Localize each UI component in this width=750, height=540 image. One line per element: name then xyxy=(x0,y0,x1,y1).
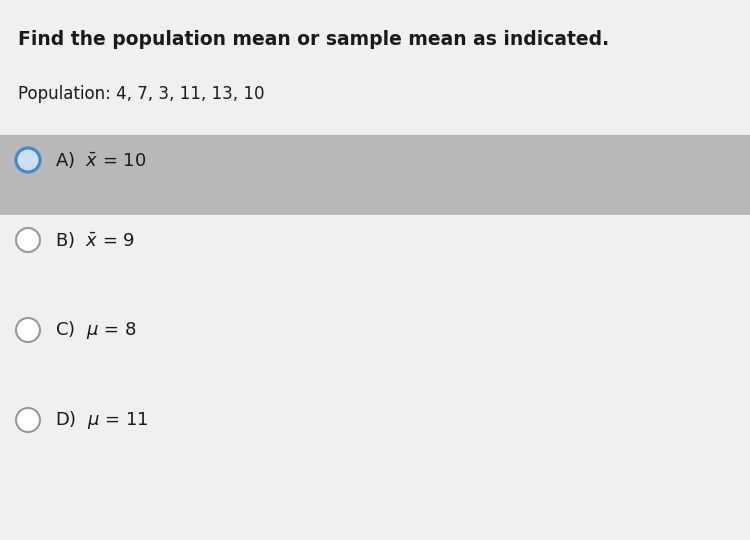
Text: Find the population mean or sample mean as indicated.: Find the population mean or sample mean … xyxy=(18,30,609,49)
FancyBboxPatch shape xyxy=(0,135,750,215)
Text: B)  $\bar{x}$ = 9: B) $\bar{x}$ = 9 xyxy=(55,230,135,250)
Text: C)  $\mu$ = 8: C) $\mu$ = 8 xyxy=(55,319,136,341)
Text: D)  $\mu$ = 11: D) $\mu$ = 11 xyxy=(55,409,148,431)
Circle shape xyxy=(16,148,40,172)
Text: Population: 4, 7, 3, 11, 13, 10: Population: 4, 7, 3, 11, 13, 10 xyxy=(18,85,265,103)
Circle shape xyxy=(16,228,40,252)
Text: A)  $\bar{x}$ = 10: A) $\bar{x}$ = 10 xyxy=(55,150,146,170)
Circle shape xyxy=(16,408,40,432)
Circle shape xyxy=(16,318,40,342)
